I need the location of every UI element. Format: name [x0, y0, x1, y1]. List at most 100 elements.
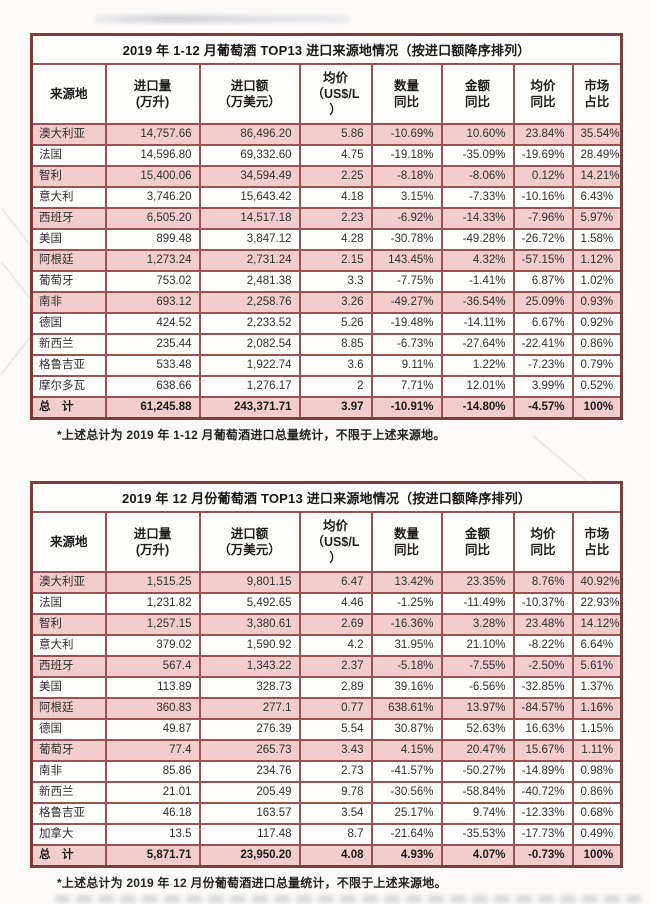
- region-cell: 意大利: [30, 634, 107, 657]
- region-cell: 新西兰: [30, 781, 107, 804]
- value-cell: -50.27%: [440, 760, 515, 783]
- value-cell: 21.01: [104, 781, 201, 804]
- region-cell: 阿根廷: [30, 249, 107, 272]
- value-cell: 23.35%: [440, 571, 515, 594]
- value-cell: 40.92%: [571, 571, 623, 594]
- column-header-row: 来源地 进口量 (万升) 进口额 （万美元） 均价 （US$/L ）数量 同比 金额 同…: [30, 511, 623, 573]
- value-cell: 2,731.24: [198, 249, 301, 272]
- value-cell: 6.64%: [571, 634, 623, 657]
- value-cell: 61,245.88: [104, 396, 201, 420]
- region-cell: 总 计: [30, 844, 107, 868]
- value-cell: 86,496.20: [198, 123, 301, 146]
- value-cell: 23,950.20: [198, 844, 301, 868]
- table-row: 美国 113.89 328.73 2.89 39.16% -6.56% -32.85% 1.3…: [30, 676, 623, 699]
- column-header: 均价 （US$/L ）: [298, 511, 373, 573]
- value-cell: 22.93%: [571, 592, 623, 615]
- value-cell: 6.43%: [571, 186, 623, 209]
- value-cell: -19.69%: [512, 144, 574, 167]
- december-import-table: 2019 年 12 月份葡萄酒 TOP13 进口来源地情况（按进口额降序排列） …: [30, 481, 624, 868]
- region-cell: 摩尔多瓦: [30, 375, 107, 398]
- value-cell: 379.02: [104, 634, 201, 657]
- value-cell: 638.61%: [370, 697, 443, 720]
- value-cell: 25.09%: [512, 291, 574, 314]
- value-cell: -7.96%: [512, 207, 574, 230]
- value-cell: -14.11%: [440, 312, 515, 335]
- value-cell: -84.57%: [512, 697, 574, 720]
- table-row: 意大利 379.02 1,590.92 4.2 31.95% 21.10% -8.22% 6.…: [30, 634, 623, 657]
- value-cell: -1.25%: [370, 592, 443, 615]
- value-cell: 1.12%: [571, 249, 623, 272]
- column-header: 金额 同比: [440, 63, 515, 125]
- value-cell: 8.76%: [512, 571, 574, 594]
- table-row: 葡萄牙 77.4 265.73 3.43 4.15% 20.47% 15.67% 1.11%: [30, 739, 623, 762]
- value-cell: 100%: [571, 844, 623, 868]
- value-cell: 85.86: [104, 760, 201, 783]
- table-row: 智利 1,257.15 3,380.61 2.69 -16.36% 3.28% 23.48%…: [30, 613, 623, 636]
- table-row: 阿根廷 1,273.24 2,731.24 2.15 143.45% 4.32% -57.1…: [30, 249, 623, 272]
- value-cell: 1.02%: [571, 270, 623, 293]
- value-cell: 21.10%: [440, 634, 515, 657]
- value-cell: 8.85: [298, 333, 373, 356]
- value-cell: 12.01%: [440, 375, 515, 398]
- region-cell: 澳大利亚: [30, 123, 107, 146]
- region-cell: 法国: [30, 592, 107, 615]
- value-cell: 14.21%: [571, 165, 623, 188]
- table-row: 澳大利亚 14,757.66 86,496.20 5.86 -10.69% 10.60% 2…: [30, 123, 623, 146]
- column-header: 均价 （US$/L ）: [298, 63, 373, 125]
- value-cell: 3,746.20: [104, 186, 201, 209]
- value-cell: -19.48%: [370, 312, 443, 335]
- value-cell: 0.68%: [571, 802, 623, 825]
- value-cell: -30.78%: [370, 228, 443, 251]
- value-cell: 117.48: [198, 823, 301, 846]
- region-cell: 智利: [30, 613, 107, 636]
- value-cell: 0.92%: [571, 312, 623, 335]
- value-cell: 2: [298, 375, 373, 398]
- column-header: 进口额 （万美元）: [198, 511, 301, 573]
- value-cell: 23.48%: [512, 613, 574, 636]
- value-cell: 46.18: [104, 802, 201, 825]
- value-cell: 1.11%: [571, 739, 623, 762]
- value-cell: -10.69%: [370, 123, 443, 146]
- table-row: 南非 693.12 2,258.76 3.26 -49.27% -36.54% 25.09%…: [30, 291, 623, 314]
- value-cell: 2.15: [298, 249, 373, 272]
- value-cell: 3.28%: [440, 613, 515, 636]
- value-cell: 13.97%: [440, 697, 515, 720]
- table-title: 2019 年 1-12 月葡萄酒 TOP13 进口来源地情况（按进口额降序排列）: [30, 33, 623, 65]
- value-cell: 9.11%: [370, 354, 443, 377]
- column-header: 均价 同比: [512, 63, 574, 125]
- value-cell: -7.23%: [512, 354, 574, 377]
- value-cell: -27.64%: [440, 333, 515, 356]
- value-cell: 567.4: [104, 655, 201, 678]
- value-cell: 4.46: [298, 592, 373, 615]
- value-cell: 234.76: [198, 760, 301, 783]
- cropped-text-bottom: [55, 895, 641, 903]
- value-cell: 4.32%: [440, 249, 515, 272]
- table-row: 澳大利亚 1,515.25 9,801.15 6.47 13.42% 23.35% 8.76…: [30, 571, 623, 594]
- table-title-row: 2019 年 12 月份葡萄酒 TOP13 进口来源地情况（按进口额降序排列）: [30, 481, 623, 513]
- value-cell: 1.22%: [440, 354, 515, 377]
- table-row: 阿根廷 360.83 277.1 0.77 638.61% 13.97% -84.57% 1.…: [30, 697, 623, 720]
- value-cell: 1,590.92: [198, 634, 301, 657]
- table-title-row: 2019 年 1-12 月葡萄酒 TOP13 进口来源地情况（按进口额降序排列）: [30, 33, 623, 65]
- region-cell: 加拿大: [30, 823, 107, 846]
- value-cell: 5.86: [298, 123, 373, 146]
- value-cell: -1.41%: [440, 270, 515, 293]
- table-row: 加拿大 13.5 117.48 8.7 -21.64% -35.53% -17.73% 0.4…: [30, 823, 623, 846]
- value-cell: 3,847.12: [198, 228, 301, 251]
- region-cell: 西班牙: [30, 207, 107, 230]
- value-cell: 2,082.54: [198, 333, 301, 356]
- value-cell: 6.47: [298, 571, 373, 594]
- region-cell: 阿根廷: [30, 697, 107, 720]
- value-cell: 25.17%: [370, 802, 443, 825]
- value-cell: 1,515.25: [104, 571, 201, 594]
- value-cell: 1,273.24: [104, 249, 201, 272]
- region-cell: 葡萄牙: [30, 739, 107, 762]
- value-cell: 0.52%: [571, 375, 623, 398]
- value-cell: 2.23: [298, 207, 373, 230]
- value-cell: -36.54%: [440, 291, 515, 314]
- value-cell: 3.99%: [512, 375, 574, 398]
- value-cell: 20.47%: [440, 739, 515, 762]
- value-cell: 1.37%: [571, 676, 623, 699]
- table-row: 新西兰 235.44 2,082.54 8.85 -6.73% -27.64% -22.41…: [30, 333, 623, 356]
- table-row: 摩尔多瓦 638.66 1,276.17 2 7.71% 12.01% 3.99% 0.52%: [30, 375, 623, 398]
